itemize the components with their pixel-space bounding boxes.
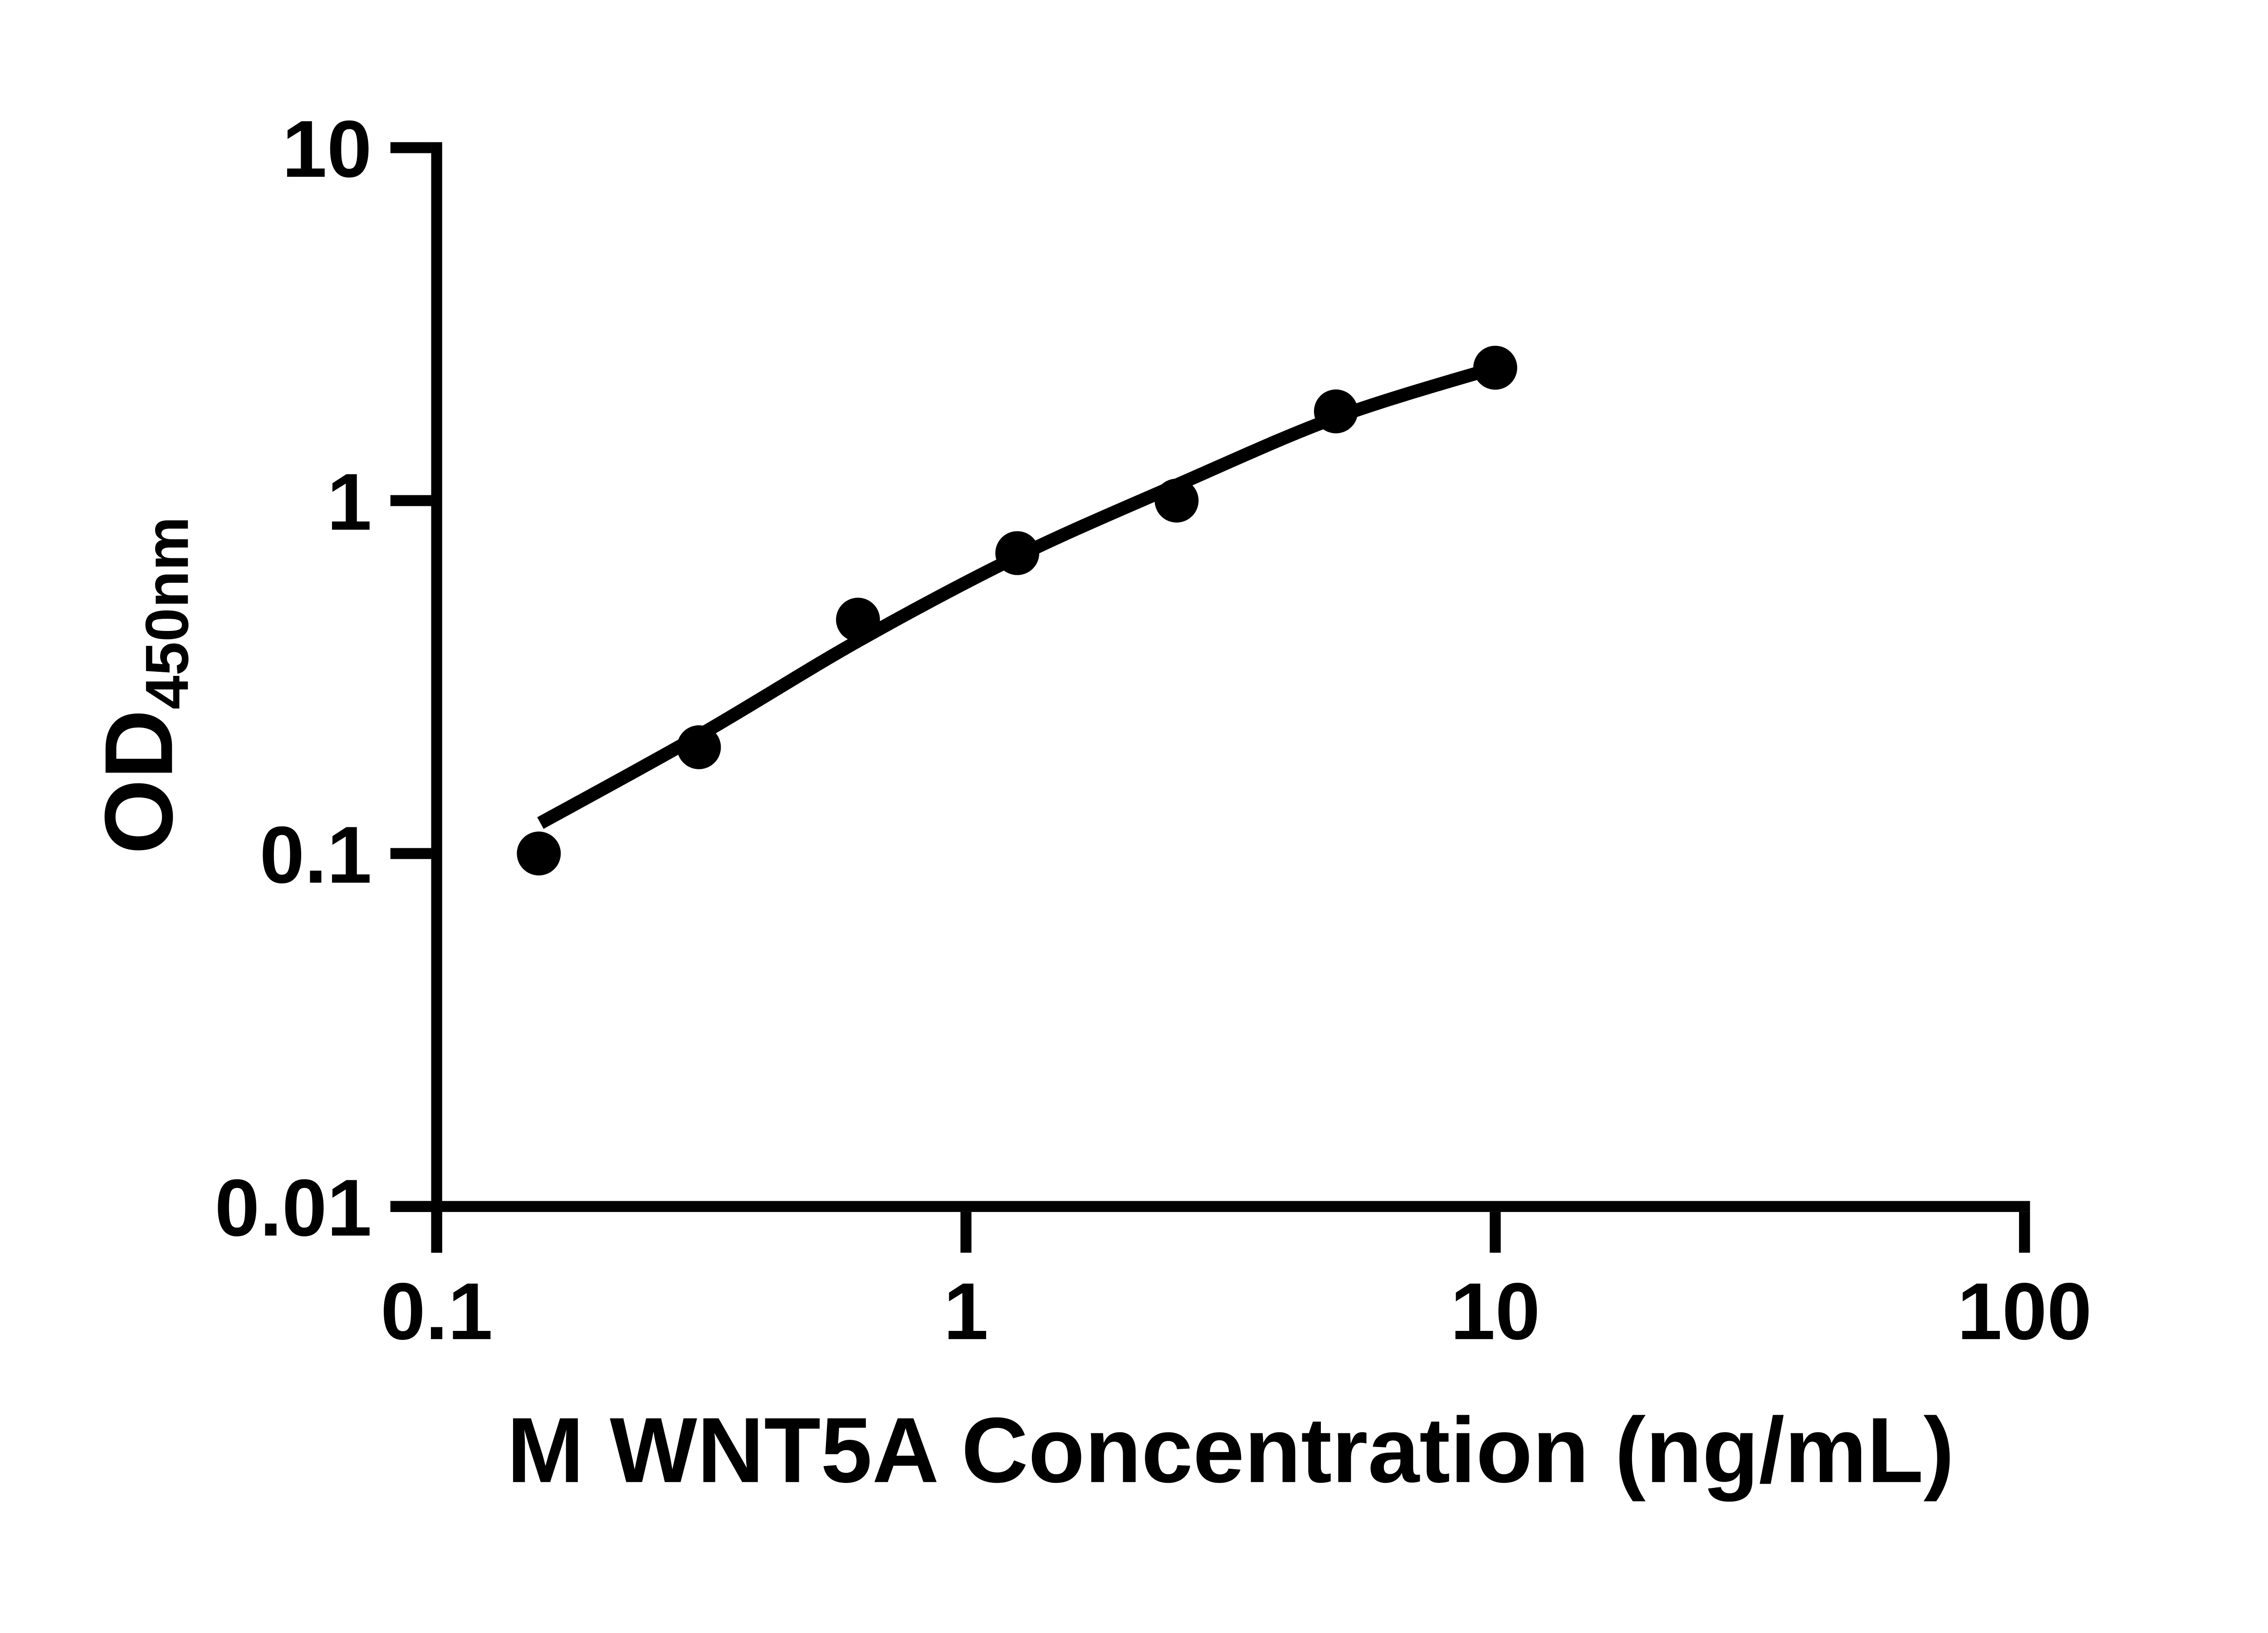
x-tick: [960, 1212, 972, 1253]
x-tick-label: 1: [943, 1266, 988, 1356]
data-point: [1154, 479, 1199, 523]
y-tick-label: 1: [327, 457, 372, 547]
x-axis-title: M WNT5A Concentration (ng/mL): [507, 1398, 1954, 1502]
data-layer: [517, 346, 1517, 875]
y-axis-title-main: OD: [85, 709, 193, 854]
y-axis-line: [431, 142, 442, 1253]
x-tick: [431, 1212, 442, 1253]
data-point: [517, 831, 561, 875]
x-axis-line: [390, 1201, 2030, 1212]
chart-canvas: 10 1 0.1 0.01 0.1 1 10 100 M WNT5A Concentratio…: [85, 103, 2092, 1502]
y-axis-title-subscript: 450nm: [133, 517, 201, 709]
y-tick: [390, 495, 431, 506]
axes-layer: [390, 142, 2030, 1253]
x-tick-label: 0.1: [381, 1266, 493, 1356]
y-tick-label: 10: [282, 104, 372, 194]
y-axis-title: OD450nm: [85, 517, 201, 855]
data-point: [1314, 389, 1358, 434]
y-tick: [390, 1201, 431, 1212]
data-point: [677, 725, 721, 769]
y-tick: [390, 142, 431, 153]
x-tick-label: 10: [1450, 1266, 1540, 1356]
y-tick-label: 0.01: [215, 1163, 371, 1253]
x-tick: [1490, 1212, 1501, 1253]
data-point: [836, 597, 880, 642]
x-tick: [2019, 1212, 2030, 1253]
y-tick: [390, 848, 431, 859]
x-tick-label: 100: [1957, 1266, 2092, 1356]
y-tick-label: 0.1: [259, 810, 371, 900]
data-point: [1473, 346, 1517, 390]
data-point: [995, 531, 1040, 575]
